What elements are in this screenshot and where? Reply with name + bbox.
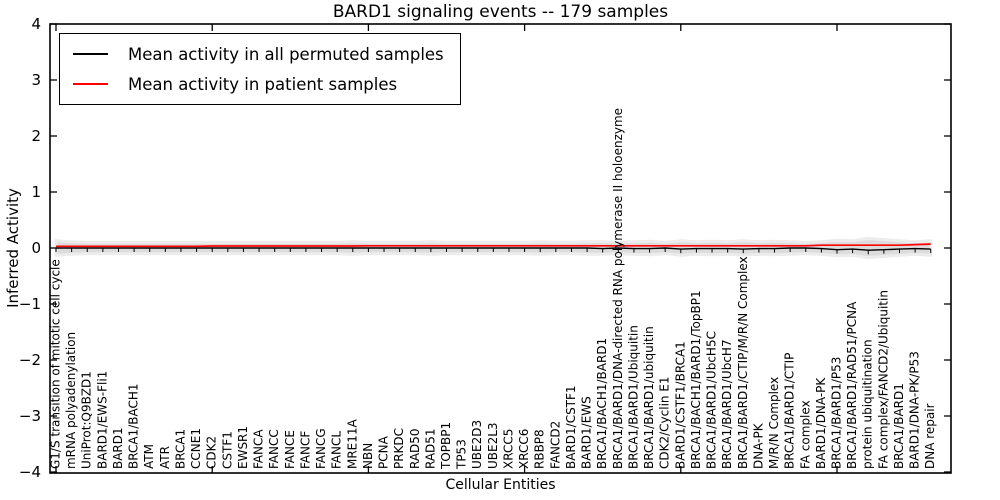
- x-tick-label: PRKDC: [392, 428, 406, 469]
- legend-label-permuted: Mean activity in all permuted samples: [128, 44, 444, 64]
- x-tick-label: ATR: [158, 446, 172, 469]
- permuted-line-sample-icon: [73, 53, 108, 55]
- x-tick-label: BRCA1/BARD1/DNA-directed RNA polymerase …: [611, 108, 625, 469]
- x-tick-label: CDK2: [205, 436, 219, 469]
- x-tick-label: FANCG: [314, 428, 328, 469]
- x-tick-label: FANCE: [283, 430, 297, 469]
- x-tick-label: FANCL: [330, 431, 344, 469]
- x-tick-label: FANCA: [252, 429, 266, 469]
- x-tick-label: BRCA1/BARD1/CTIP/M/R/N Complex: [736, 256, 750, 469]
- x-tick-label: UniProt:Q9BZD1: [80, 371, 94, 469]
- x-tick-label: BARD1/EWS: [580, 396, 594, 469]
- x-tick-label: UBE2D3: [470, 420, 484, 469]
- legend: Mean activity in all permuted samples Me…: [59, 33, 461, 105]
- x-tick-label: RAD51: [423, 428, 437, 469]
- x-tick-label: FA complex/FANCD2/Ubiquitin: [876, 290, 890, 469]
- x-tick-label: RBBP8: [533, 429, 547, 469]
- y-tick-label: 3: [31, 71, 41, 89]
- legend-item-patient: Mean activity in patient samples: [73, 71, 444, 97]
- x-tick-label: BRCA1/BARD1/UbcH5C: [705, 331, 719, 469]
- x-tick-label: MRE11A: [345, 418, 359, 469]
- y-axis-label: Inferred Activity: [4, 188, 22, 308]
- x-tick-label: BRCA1/BARD1/UbcH7: [720, 339, 734, 469]
- chart-title: BARD1 signaling events -- 179 samples: [332, 2, 669, 22]
- x-tick-label: FA complex: [798, 400, 812, 469]
- x-tick-label: BARD1/EWS-Fli1: [95, 371, 109, 469]
- x-tick-label: ATM: [142, 444, 156, 469]
- x-tick-label: BRCA1/BACH1/BARD1: [595, 338, 609, 469]
- patient-line-sample-icon: [73, 83, 108, 85]
- x-tick-label: BRCA1/BARD1/Ubiquitin: [626, 325, 640, 469]
- x-tick-label: G1/S transition of mitotic cell cycle: [49, 259, 63, 469]
- x-axis-label: Cellular Entities: [445, 477, 556, 493]
- x-tick-label: BRCA1/BARD1/P53: [830, 357, 844, 469]
- x-tick-label: mRNA polyadenylation: [64, 332, 78, 469]
- x-tick-label: XRCC5: [501, 429, 515, 469]
- x-tick-label: BRCA1/BARD1: [892, 383, 906, 469]
- y-tick-label: 1: [31, 183, 41, 201]
- x-tick-label: CDK2/Cyclin E1: [658, 376, 672, 469]
- y-tick-label: −4: [19, 463, 41, 481]
- x-tick-label: PCNA: [377, 435, 391, 469]
- y-tick-label: −3: [19, 407, 41, 425]
- x-tick-label: TOPBP1: [439, 422, 453, 470]
- x-tick-label: DNA repair: [923, 403, 937, 469]
- x-tick-label: protein ubiquitination: [861, 339, 875, 469]
- x-tick-label: BRCA1/BARD1/CTIP: [783, 353, 797, 469]
- y-tick-label: 2: [31, 127, 41, 145]
- x-tick-label: RAD50: [408, 428, 422, 469]
- x-tick-label: EWSR1: [236, 426, 250, 469]
- x-tick-label: CCNE1: [189, 428, 203, 469]
- y-tick-label: 4: [31, 15, 41, 33]
- x-tick-label: BARD1/CSTF1: [564, 385, 578, 469]
- x-tick-label: BRCA1: [173, 429, 187, 469]
- x-tick-label: TP53: [455, 439, 469, 470]
- y-tick-label: −2: [19, 351, 41, 369]
- x-tick-label: NBN: [361, 443, 375, 469]
- x-tick-label: CSTF1: [220, 431, 234, 469]
- x-tick-label: FANCC: [267, 429, 281, 469]
- x-tick-label: FANCF: [298, 431, 312, 469]
- x-tick-label: BRCA1/BARD1/RAD51/PCNA: [845, 301, 859, 469]
- patient-mean-line: [56, 243, 931, 248]
- x-tick-label: BRCA1/BARD1/ubiquitin: [642, 326, 656, 469]
- x-tick-label: BARD1/DNA-PK/P53: [908, 351, 922, 469]
- x-tick-label: DNA-PK: [751, 422, 765, 469]
- legend-item-permuted: Mean activity in all permuted samples: [73, 41, 444, 67]
- x-tick-label: XRCC6: [517, 429, 531, 469]
- y-tick-label: −1: [19, 295, 41, 313]
- x-tick-label: BRCA1/BACH1/BARD1/TopBP1: [689, 290, 703, 469]
- x-tick-label: BRCA1/BACH1: [127, 383, 141, 469]
- x-tick-label: BARD1/DNA-PK: [814, 377, 828, 469]
- x-tick-label: FANCD2: [548, 421, 562, 469]
- x-tick-label: BARD1: [111, 427, 125, 469]
- legend-label-patient: Mean activity in patient samples: [128, 74, 398, 94]
- x-tick-label: BARD1/CSTF1/BRCA1: [673, 341, 687, 469]
- y-tick-label: 0: [31, 239, 41, 257]
- x-tick-label: UBE2L3: [486, 422, 500, 469]
- x-tick-label: M/R/N Complex: [767, 377, 781, 469]
